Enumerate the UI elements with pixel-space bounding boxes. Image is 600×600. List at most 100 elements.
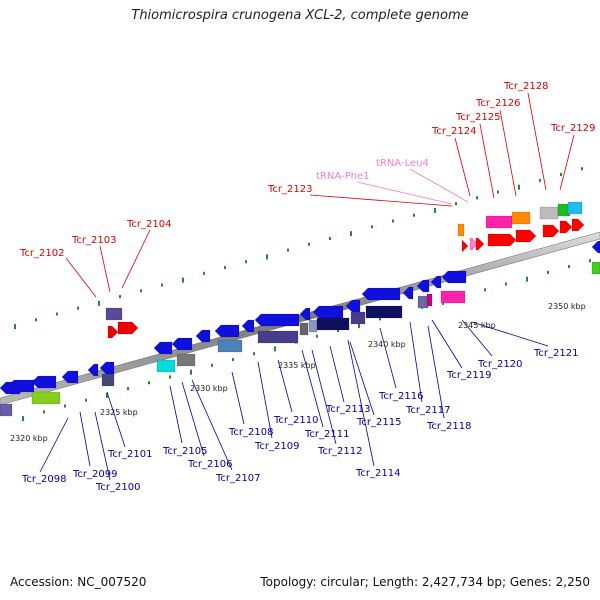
gene-label: Tcr_2126 — [475, 98, 520, 109]
gene-arrow — [542, 224, 560, 238]
gene-label: Tcr_2120 — [477, 359, 522, 370]
gene-arrow — [441, 270, 467, 284]
gene-label: Tcr_2104 — [126, 219, 171, 230]
leader-line — [311, 349, 337, 445]
guide-dot — [190, 369, 192, 375]
gene-label: Tcr_2110 — [273, 415, 318, 426]
guide-dot — [455, 202, 457, 206]
gene-arrow — [571, 218, 585, 232]
leader-line — [527, 92, 547, 191]
gene-box — [101, 373, 115, 387]
gene-arrow — [461, 239, 469, 253]
leader-line — [409, 168, 469, 203]
gene-label: Tcr_2106 — [187, 459, 232, 470]
guide-dot — [539, 178, 541, 182]
gene-label: Tcr_2114 — [355, 468, 400, 479]
leader-line — [431, 319, 463, 369]
gene-arrow — [487, 233, 517, 247]
tick-label: 2330 kbp — [190, 384, 228, 393]
gene-label: Tcr_2118 — [426, 421, 471, 432]
gene-arrow — [87, 363, 99, 377]
leader-line — [277, 359, 293, 413]
guide-dot — [337, 328, 339, 332]
gene-label: Tcr_2099 — [72, 469, 117, 480]
leader-line — [309, 194, 453, 207]
genome-backbone — [0, 231, 600, 406]
leader-line — [301, 349, 324, 428]
gene-label: tRNA-Leu4 — [376, 158, 429, 169]
guide-dot — [77, 306, 79, 310]
leader-line — [379, 327, 397, 389]
guide-dot — [497, 190, 499, 194]
leader-line — [231, 371, 245, 425]
gene-box — [457, 223, 465, 237]
guide-dot — [232, 358, 234, 362]
leader-line — [181, 381, 205, 457]
gene-label: Tcr_2129 — [550, 123, 595, 134]
guide-dot — [56, 312, 58, 316]
guide-dot — [568, 265, 570, 269]
gene-box — [591, 261, 600, 275]
guide-dot — [127, 387, 129, 391]
guide-dot — [161, 283, 163, 287]
guide-dot — [287, 248, 289, 252]
gene-label: Tcr_2105 — [162, 446, 207, 457]
gene-box — [485, 215, 513, 229]
leader-line — [499, 109, 517, 197]
guide-dot — [140, 289, 142, 293]
gene-label: Tcr_2103 — [71, 235, 116, 246]
gene-arrow — [241, 319, 255, 333]
guide-dot — [85, 398, 87, 402]
leader-line — [471, 321, 549, 347]
guide-dot — [413, 213, 415, 217]
gene-arrow — [31, 375, 57, 389]
leader-line — [79, 411, 91, 467]
gene-box — [257, 330, 299, 344]
gene-arrow — [345, 299, 361, 313]
guide-dot — [308, 242, 310, 246]
gene-label: Tcr_2098 — [21, 474, 66, 485]
leader-line — [559, 134, 575, 191]
guide-dot — [211, 363, 213, 367]
gene-box — [511, 211, 531, 225]
gene-arrow — [7, 379, 35, 393]
label-leaders — [39, 92, 575, 481]
gene-arrow — [214, 324, 240, 338]
gene-arrow — [361, 287, 401, 301]
guide-dot — [98, 300, 100, 306]
guide-dot — [203, 271, 205, 275]
guide-dot — [148, 381, 150, 385]
tick-label: 2335 kbp — [278, 361, 316, 370]
gene-label: Tcr_2117 — [405, 405, 450, 416]
gene-box — [557, 203, 571, 217]
guide-dot — [316, 334, 318, 338]
tick-label: 2320 kbp — [10, 434, 48, 443]
gene-label: Tcr_2101 — [107, 449, 152, 460]
gene-arrow — [312, 305, 344, 319]
guide-dot — [64, 404, 66, 408]
gene-label: Tcr_2100 — [95, 482, 140, 493]
guide-dot — [35, 318, 37, 322]
genome-title: Thiomicrospira crunogena XCL-2, complete… — [131, 8, 469, 23]
gene-label: Tcr_2121 — [533, 348, 578, 359]
gene-box — [217, 339, 243, 353]
gene-box — [417, 295, 429, 309]
gene-arrow — [61, 370, 79, 384]
gene-box — [365, 305, 403, 319]
guide-dot — [379, 317, 381, 321]
gene-arrow — [99, 361, 115, 375]
gene-label: Tcr_2123 — [267, 184, 312, 195]
gene-label: Tcr_2108 — [228, 427, 273, 438]
guide-dot — [526, 276, 528, 282]
guide-dot — [22, 416, 24, 422]
gene-label: Tcr_2112 — [317, 446, 362, 457]
leader-line — [409, 321, 423, 403]
guide-dot — [14, 324, 16, 330]
guide-dot — [169, 375, 171, 379]
guide-dot — [434, 207, 436, 213]
guide-dot — [224, 266, 226, 270]
tick-label: 2325 kbp — [100, 408, 138, 417]
gene-arrow — [475, 237, 485, 251]
tick-labels: 2320 kbp 2325 kbp 2330 kbp 2335 kbp 2340… — [10, 302, 586, 443]
